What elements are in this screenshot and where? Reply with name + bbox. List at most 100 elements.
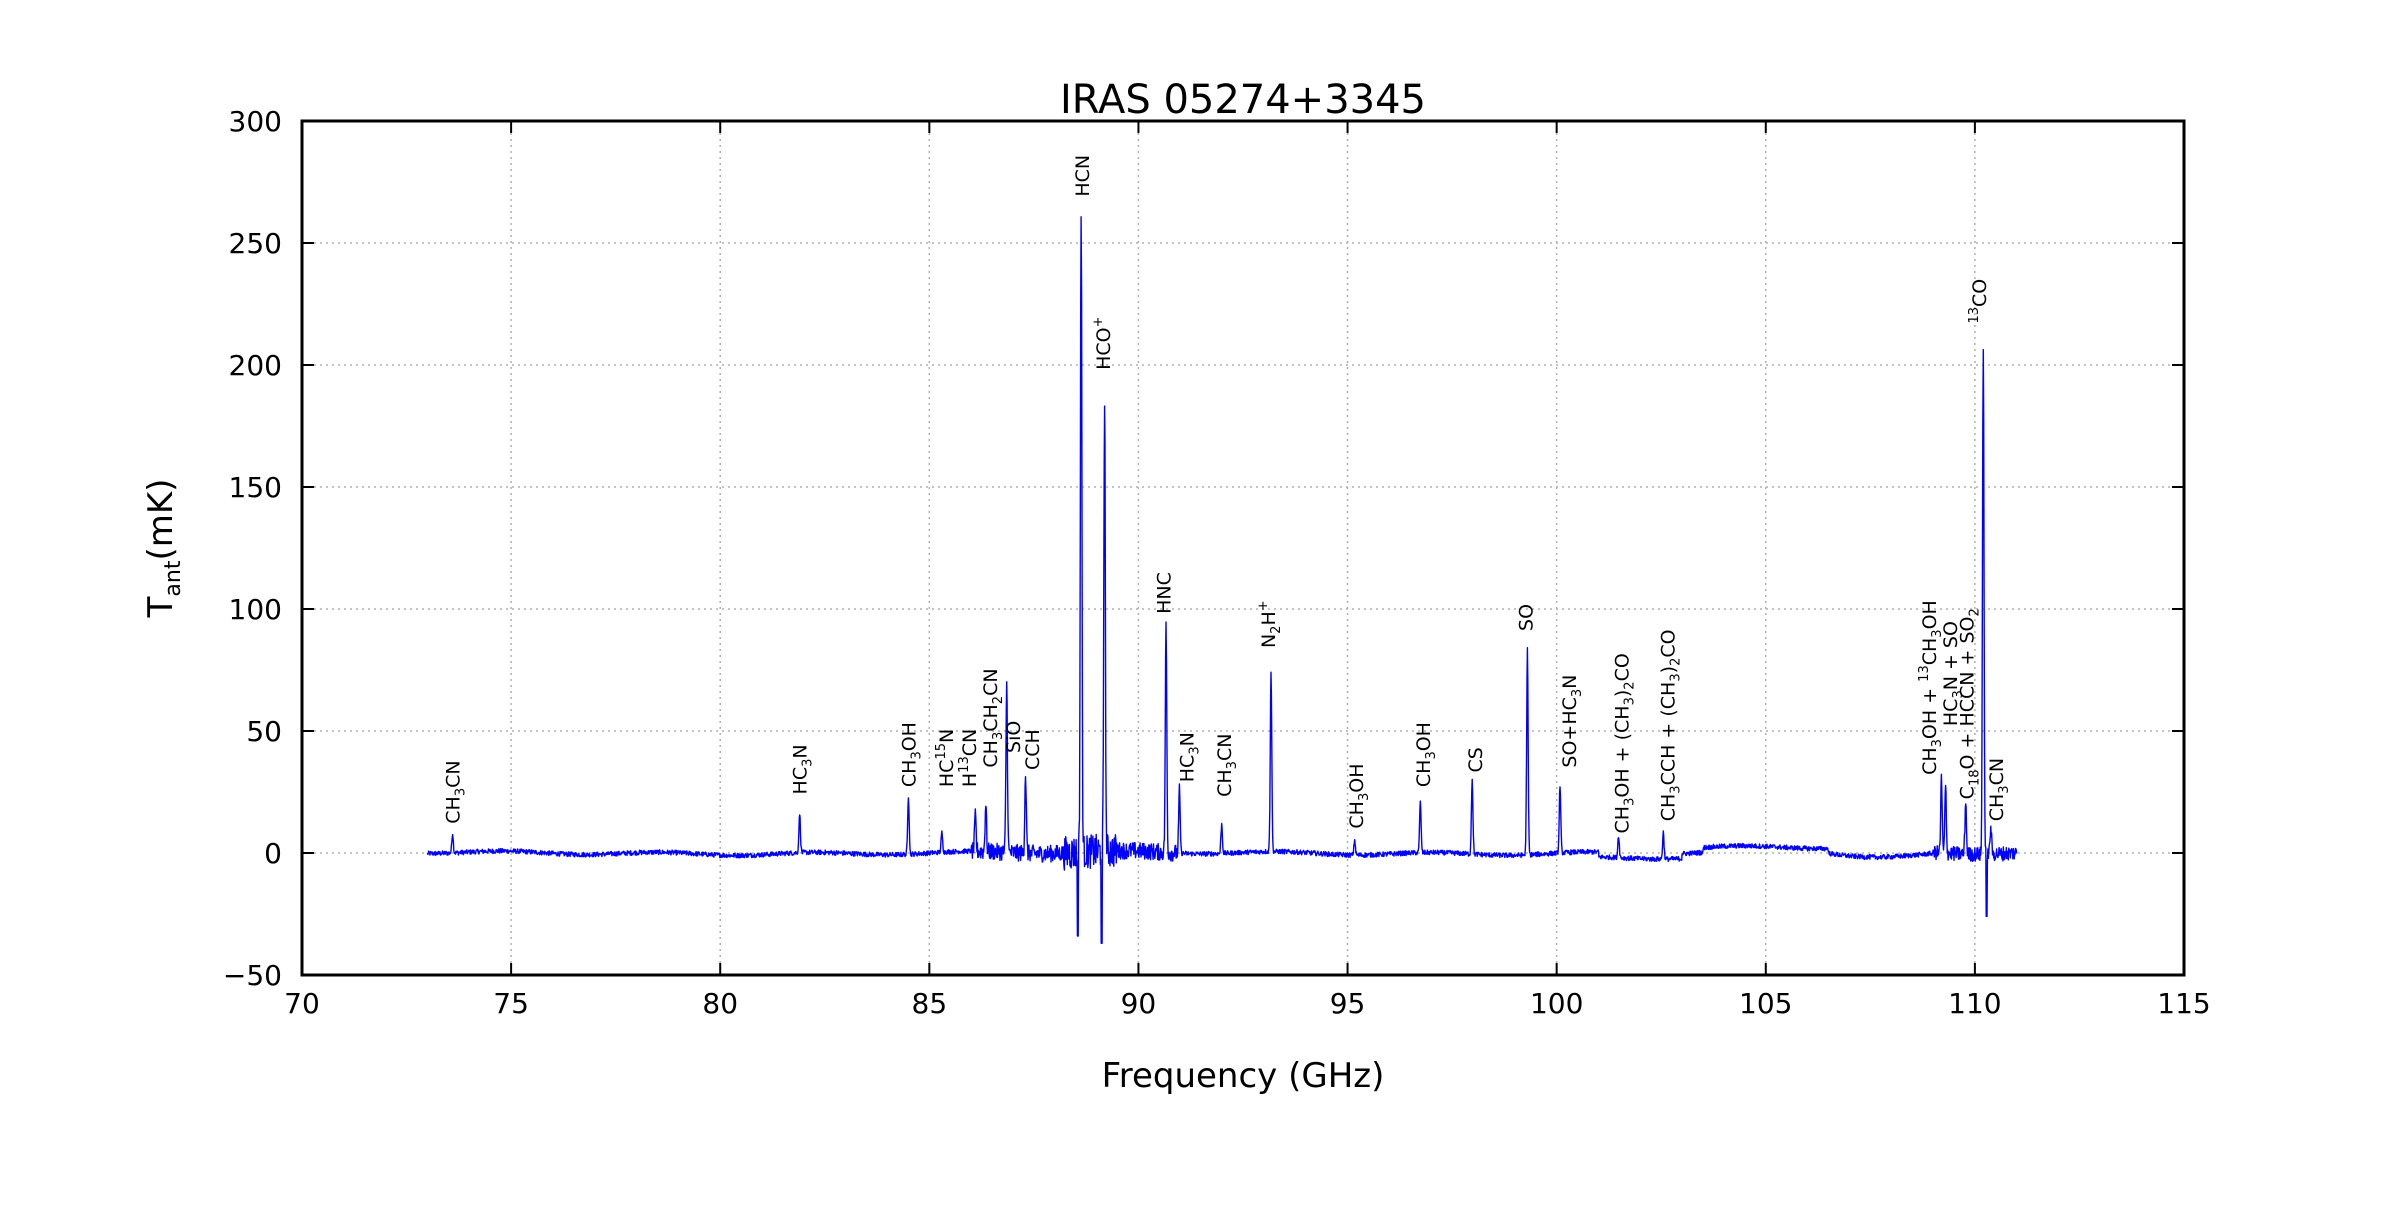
- line-label-part: 3: [1930, 629, 1945, 637]
- x-tick-label: 95: [1330, 987, 1366, 1020]
- x-tick-label: 70: [284, 987, 320, 1020]
- line-label-part: HC: [1940, 699, 1962, 727]
- line-label-part: 13: [1917, 665, 1932, 682]
- line-label-part: ): [1657, 666, 1679, 673]
- y-axis-title-sub: ant: [161, 560, 186, 596]
- line-label-part: CH: [1346, 801, 1368, 829]
- line-label-part: N: [1177, 732, 1199, 746]
- line-label-part: H: [959, 773, 981, 787]
- line-label-part: CH: [1986, 794, 2008, 822]
- line-label-part: 13: [1967, 307, 1982, 324]
- line-label-part: CH: [1919, 638, 1941, 666]
- chart-title: IRAS 05274+3345: [1060, 77, 1426, 123]
- line-labels: CH3CN HC3NCH3OHHC15NH13CNCH3CH2CNSiOCCHHC…: [443, 155, 2012, 834]
- line-label: HC3N: [790, 744, 816, 794]
- line-label-part: CH: [1611, 806, 1633, 834]
- line-label-part: 2: [1668, 658, 1683, 666]
- line-label-part: N + SO: [1940, 621, 1962, 690]
- line-label-part: 13: [957, 756, 972, 773]
- line-label: N2H+: [1256, 600, 1284, 648]
- line-label-part: CH: [1214, 769, 1236, 797]
- line-label-part: 2: [991, 696, 1006, 704]
- x-tick-label: 100: [1530, 987, 1583, 1020]
- line-label-part: OH: [1413, 722, 1435, 751]
- line-label-part: 3: [1997, 785, 2012, 793]
- line-label-part: CH: [443, 796, 465, 824]
- line-label-part: +: [1091, 316, 1106, 327]
- line-label-part: C: [1957, 786, 1979, 799]
- line-label: HNC: [1154, 572, 1176, 614]
- line-label-part: HNC: [1154, 572, 1176, 614]
- line-label-part: OH +: [1919, 682, 1941, 739]
- line-label-part: CO: [1969, 279, 1991, 307]
- line-label-part: 3: [1951, 690, 1966, 698]
- line-label-part: HCN: [1072, 155, 1094, 197]
- y-tick-label: 0: [264, 837, 282, 870]
- line-label-part: ): [1611, 690, 1633, 697]
- line-label-part: N: [1559, 675, 1581, 689]
- line-label-part: CH: [898, 760, 920, 788]
- line-label: 13CO: [1967, 279, 1991, 324]
- line-label: C18O + HCCN + SO2: [1957, 608, 1983, 799]
- x-tick-label: 80: [702, 987, 738, 1020]
- line-label: CH3OH: [1413, 722, 1439, 787]
- grid: [302, 121, 2184, 975]
- y-tick-label: 250: [229, 227, 282, 260]
- line-label: HC3N: [1177, 732, 1203, 782]
- line-label-part: HC: [1177, 755, 1199, 783]
- line-label-part: CCH: [1022, 729, 1044, 770]
- line-label-part: 3: [801, 759, 816, 767]
- line-label-part: CO: [1611, 653, 1633, 681]
- line-label: SiO: [1003, 721, 1025, 753]
- axis-ticks: 70 75 80 85 90 95 100 105 110 115 −50 0 50 100 150 200 2…: [223, 105, 2211, 1020]
- line-label-part: 3: [1225, 761, 1240, 769]
- line-label-part: 3: [1357, 793, 1372, 801]
- line-label: CH3OH + 13CH3OH: [1917, 600, 1945, 775]
- line-label-part: CN: [959, 729, 981, 756]
- line-label-part: 3: [1668, 785, 1683, 793]
- line-label-part: CN: [1986, 758, 2008, 785]
- line-label-part: OH: [898, 722, 920, 751]
- line-label-part: CH: [980, 704, 1002, 732]
- x-axis-title: Frequency (GHz): [1102, 1056, 1385, 1096]
- y-tick-label: 50: [246, 715, 282, 748]
- line-label-part: CO: [1657, 629, 1679, 657]
- line-label-part: 18: [1968, 769, 1983, 786]
- y-tick-label: 100: [229, 593, 282, 626]
- line-label: SO+HC3N: [1559, 675, 1585, 768]
- line-label-part: CN: [443, 760, 465, 787]
- line-label-part: 3: [1188, 746, 1203, 754]
- line-label-part: 3: [1622, 697, 1637, 705]
- line-label: CCH: [1022, 729, 1044, 770]
- y-tick-label: 300: [229, 105, 282, 138]
- line-label: HC15N: [934, 729, 958, 787]
- y-axis-title-main: T: [141, 596, 181, 618]
- line-label-part: 3: [1424, 751, 1439, 759]
- line-label-part: 15: [934, 743, 949, 760]
- line-label-part: HC: [936, 760, 958, 788]
- line-label-part: SO: [1515, 604, 1537, 631]
- line-label-part: N: [1258, 634, 1280, 648]
- line-label: CH3CN: [1986, 758, 2012, 821]
- y-axis-title-rest: (mK): [141, 479, 181, 561]
- line-label-part: N: [936, 729, 958, 743]
- x-tick-label: 110: [1948, 987, 2001, 1020]
- line-label-part: CH: [1657, 794, 1679, 822]
- line-label-part: CN: [980, 668, 1002, 695]
- y-tick-label: 150: [229, 471, 282, 504]
- line-label-part: SO+HC: [1559, 697, 1581, 768]
- line-label-part: 3: [1668, 673, 1683, 681]
- y-tick-label: −50: [223, 959, 282, 992]
- line-label-part: CH: [1413, 760, 1435, 788]
- line-label-part: +: [1256, 600, 1271, 611]
- line-label-part: H: [1258, 611, 1280, 625]
- line-label: CS: [1465, 747, 1487, 772]
- line-label-part: CS: [1465, 747, 1487, 772]
- line-label: HC3N + SO: [1940, 621, 1966, 726]
- line-label-part: HC: [790, 767, 812, 795]
- x-tick-label: 105: [1739, 987, 1792, 1020]
- line-label: CH3OH + (CH3)2CO: [1611, 653, 1637, 833]
- line-label-part: OH + (CH: [1611, 705, 1633, 797]
- line-label-part: OH: [1346, 764, 1368, 793]
